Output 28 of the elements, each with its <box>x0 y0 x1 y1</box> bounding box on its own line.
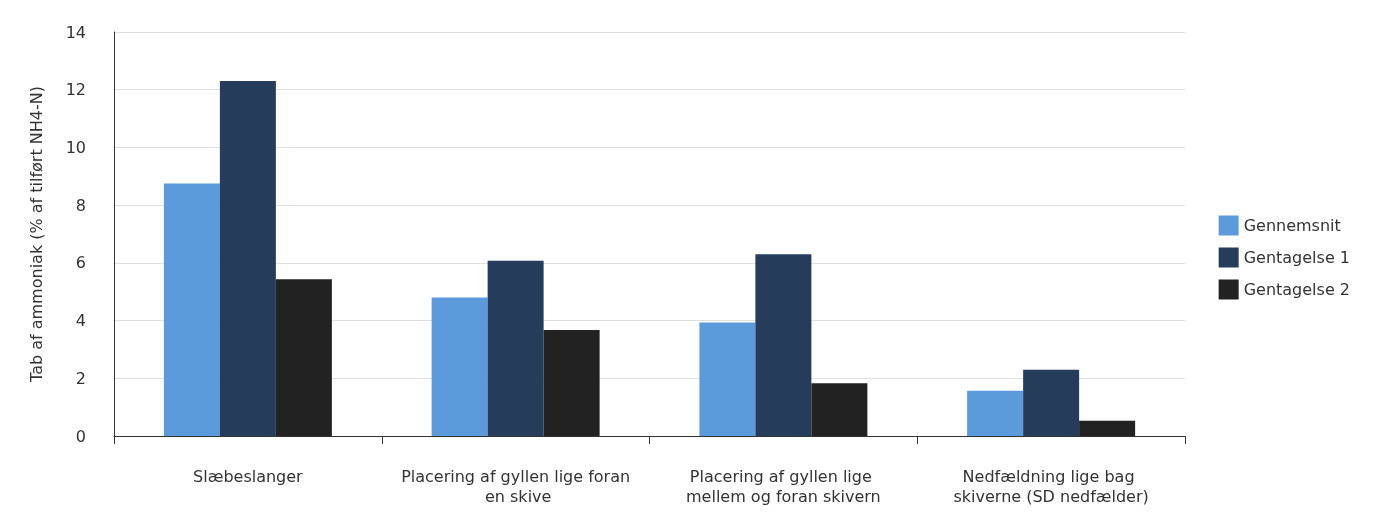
bar <box>1023 369 1080 436</box>
y-tick-label: 8 <box>75 195 86 215</box>
y-tick-label: 14 <box>65 22 86 42</box>
bar <box>219 81 276 436</box>
bar <box>967 390 1024 436</box>
y-tick-label: 4 <box>75 311 86 331</box>
y-tick-label: 2 <box>75 368 86 388</box>
bar <box>431 297 488 436</box>
y-tick-label: 0 <box>75 426 86 446</box>
bar <box>1079 420 1136 436</box>
legend-label: Gennemsnit <box>1243 216 1341 235</box>
bar <box>755 254 812 436</box>
legend-label: Gentagelse 1 <box>1243 248 1351 267</box>
bar <box>811 383 868 436</box>
bar <box>275 279 332 436</box>
bar <box>487 260 544 436</box>
legend-label: Gentagelse 2 <box>1243 280 1351 299</box>
y-tick-label: 12 <box>65 80 86 100</box>
x-tick-label: Placering af gyllen lige mellem og foran skivern <box>686 466 881 506</box>
x-tick-label: Slæbeslanger <box>193 466 304 486</box>
bar <box>163 183 220 436</box>
x-tick-label: Placering af gyllen lige foran en skive <box>401 466 631 506</box>
y-tick-label: 10 <box>65 137 86 157</box>
bar <box>699 322 756 436</box>
y-tick-label: 6 <box>75 253 86 273</box>
bar <box>543 330 600 436</box>
x-tick-label: Nedfældning lige bag skiverne (SD nedfælder) <box>953 466 1149 506</box>
y-axis-title: Tab af ammoniak (% af tilført NH4-N) <box>26 86 46 383</box>
